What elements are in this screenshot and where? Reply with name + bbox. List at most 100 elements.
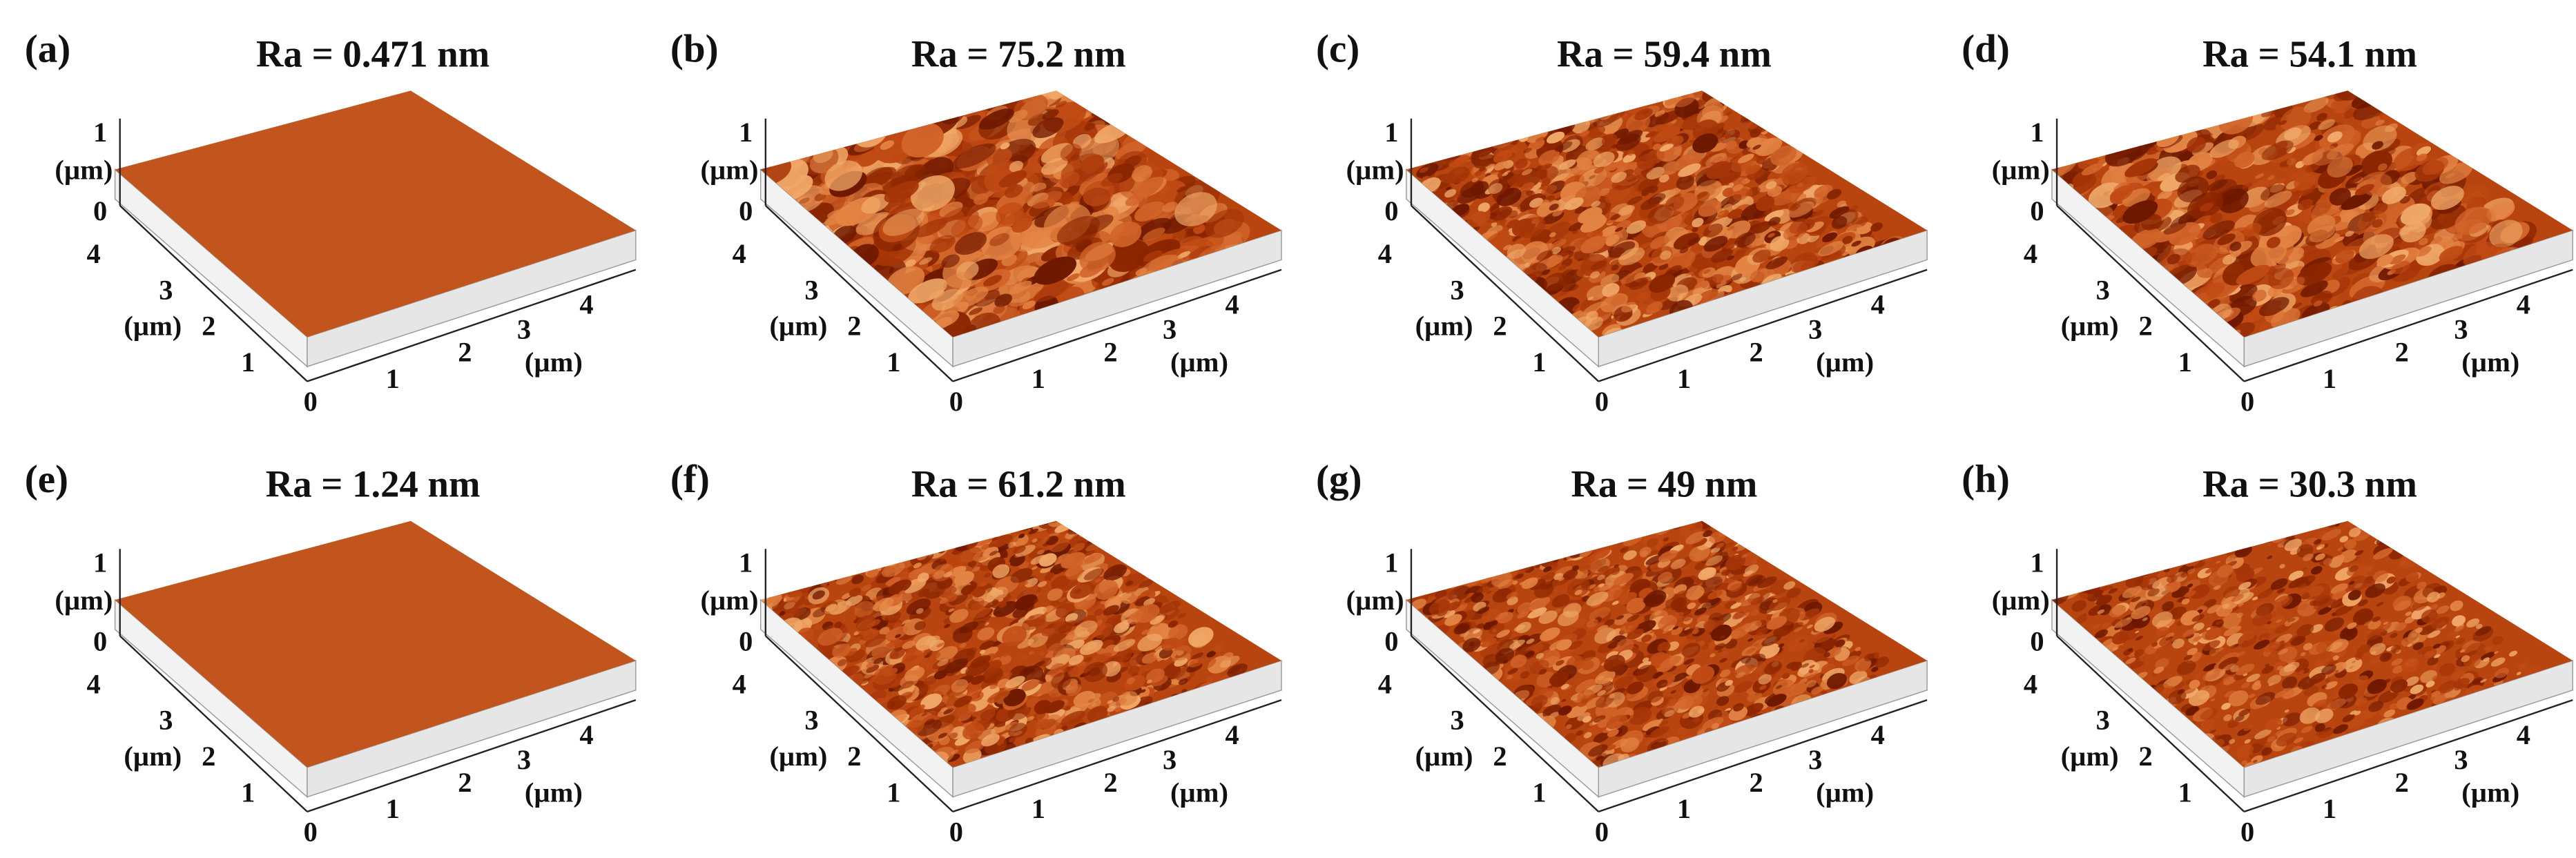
texture-blob [1803, 184, 1820, 195]
texture-blob [1549, 203, 1559, 211]
texture-blob [1694, 607, 1707, 616]
texture-blob [951, 215, 983, 238]
texture-blob [1670, 558, 1686, 569]
texture-blob [1547, 131, 1565, 144]
texture-blob [786, 590, 803, 603]
texture-blob [2351, 660, 2356, 663]
texture-blob [1084, 122, 1096, 131]
texture-blob [1524, 112, 1545, 127]
texture-blob [2315, 233, 2341, 249]
texture-blob [2459, 649, 2466, 653]
texture-blob [879, 554, 885, 560]
texture-blob [1205, 208, 1244, 238]
texture-blob [2347, 512, 2354, 517]
texture-blob [1021, 581, 1029, 586]
texture-blob [1667, 607, 1673, 612]
texture-blob [2343, 164, 2363, 176]
texture-blob [1851, 240, 1861, 247]
texture-blob [1040, 157, 1068, 175]
texture-blob [924, 653, 933, 659]
texture-blob [1658, 615, 1678, 630]
texture-blob [1177, 251, 1191, 259]
texture-blob [1512, 580, 1518, 585]
texture-blob [2243, 725, 2254, 731]
texture-blob [1102, 661, 1121, 677]
texture-blob [1037, 581, 1047, 587]
texture-blob [1673, 612, 1684, 619]
texture-blob [1007, 110, 1028, 123]
texture-blob [1506, 592, 1518, 600]
slab-front [307, 229, 637, 368]
texture-blob [871, 595, 884, 603]
texture-blob [1577, 689, 1595, 703]
texture-blob [1580, 650, 1596, 661]
texture-blob [861, 193, 890, 214]
texture-blob [1052, 520, 1067, 522]
texture-blob [1523, 148, 1532, 154]
texture-blob [813, 607, 829, 618]
texture-blob [2223, 625, 2242, 636]
texture-blob [2303, 97, 2329, 113]
texture-blob [939, 736, 951, 745]
texture-blob [1593, 732, 1609, 743]
texture-blob [1565, 724, 1572, 730]
texture-blob [1588, 744, 1608, 757]
y-tick-label: 3 [804, 274, 818, 305]
texture-blob [1574, 104, 1587, 115]
texture-blob [2223, 585, 2240, 599]
texture-blob [1502, 244, 1512, 251]
texture-blob [855, 212, 893, 235]
panel-title: Ra = 0.471 nm [256, 32, 490, 75]
texture-blob [1557, 246, 1576, 257]
texture-blob [1596, 755, 1604, 761]
texture-blob [992, 587, 1009, 600]
texture-blob [2217, 233, 2236, 246]
texture-blob [1652, 672, 1663, 679]
texture-blob [1768, 217, 1781, 226]
texture-blob [2217, 616, 2222, 621]
texture-blob [1188, 627, 1214, 647]
texture-blob [1593, 151, 1615, 168]
y-tick-label: 4 [733, 238, 746, 269]
texture-blob [1812, 209, 1824, 217]
texture-blob [1772, 599, 1778, 603]
texture-blob [1541, 184, 1558, 196]
texture-blob [1605, 535, 1614, 542]
texture-blob [1701, 644, 1710, 650]
texture-blob [1654, 110, 1665, 117]
y-unit: (µm) [124, 311, 182, 342]
texture-blob [1079, 639, 1103, 655]
texture-blob [1515, 646, 1524, 651]
panel-label: (e) [25, 458, 68, 501]
z-unit: (µm) [1346, 155, 1404, 186]
texture-blob [871, 654, 884, 661]
texture-blob [2267, 674, 2282, 685]
texture-blob [885, 626, 909, 641]
texture-blob [1587, 296, 1594, 301]
texture-blob [835, 568, 844, 574]
texture-blob [1736, 672, 1745, 679]
x-tick-label: 3 [1163, 313, 1176, 344]
texture-blob [1743, 570, 1754, 577]
texture-blob [1639, 242, 1651, 250]
texture-blob [1687, 602, 1696, 610]
y-tick-label: 1 [887, 347, 900, 378]
texture-blob [1176, 186, 1187, 193]
texture-blob [1672, 90, 1681, 95]
z-tick-label: 0 [93, 195, 107, 226]
texture-blob [2182, 628, 2198, 637]
texture-blob [855, 615, 876, 631]
texture-blob [1722, 187, 1734, 197]
texture-blob [2229, 242, 2242, 251]
texture-blob [1750, 128, 1761, 138]
texture-blob [1607, 640, 1622, 649]
x-tick-label: 1 [386, 793, 400, 824]
texture-blob [2352, 675, 2369, 686]
texture-blob [2356, 644, 2372, 654]
texture-blob [1526, 638, 1535, 644]
texture-blob [1674, 92, 1696, 108]
texture-blob [1429, 599, 1451, 615]
texture-blob [1692, 629, 1699, 634]
texture-blob [2407, 643, 2413, 647]
